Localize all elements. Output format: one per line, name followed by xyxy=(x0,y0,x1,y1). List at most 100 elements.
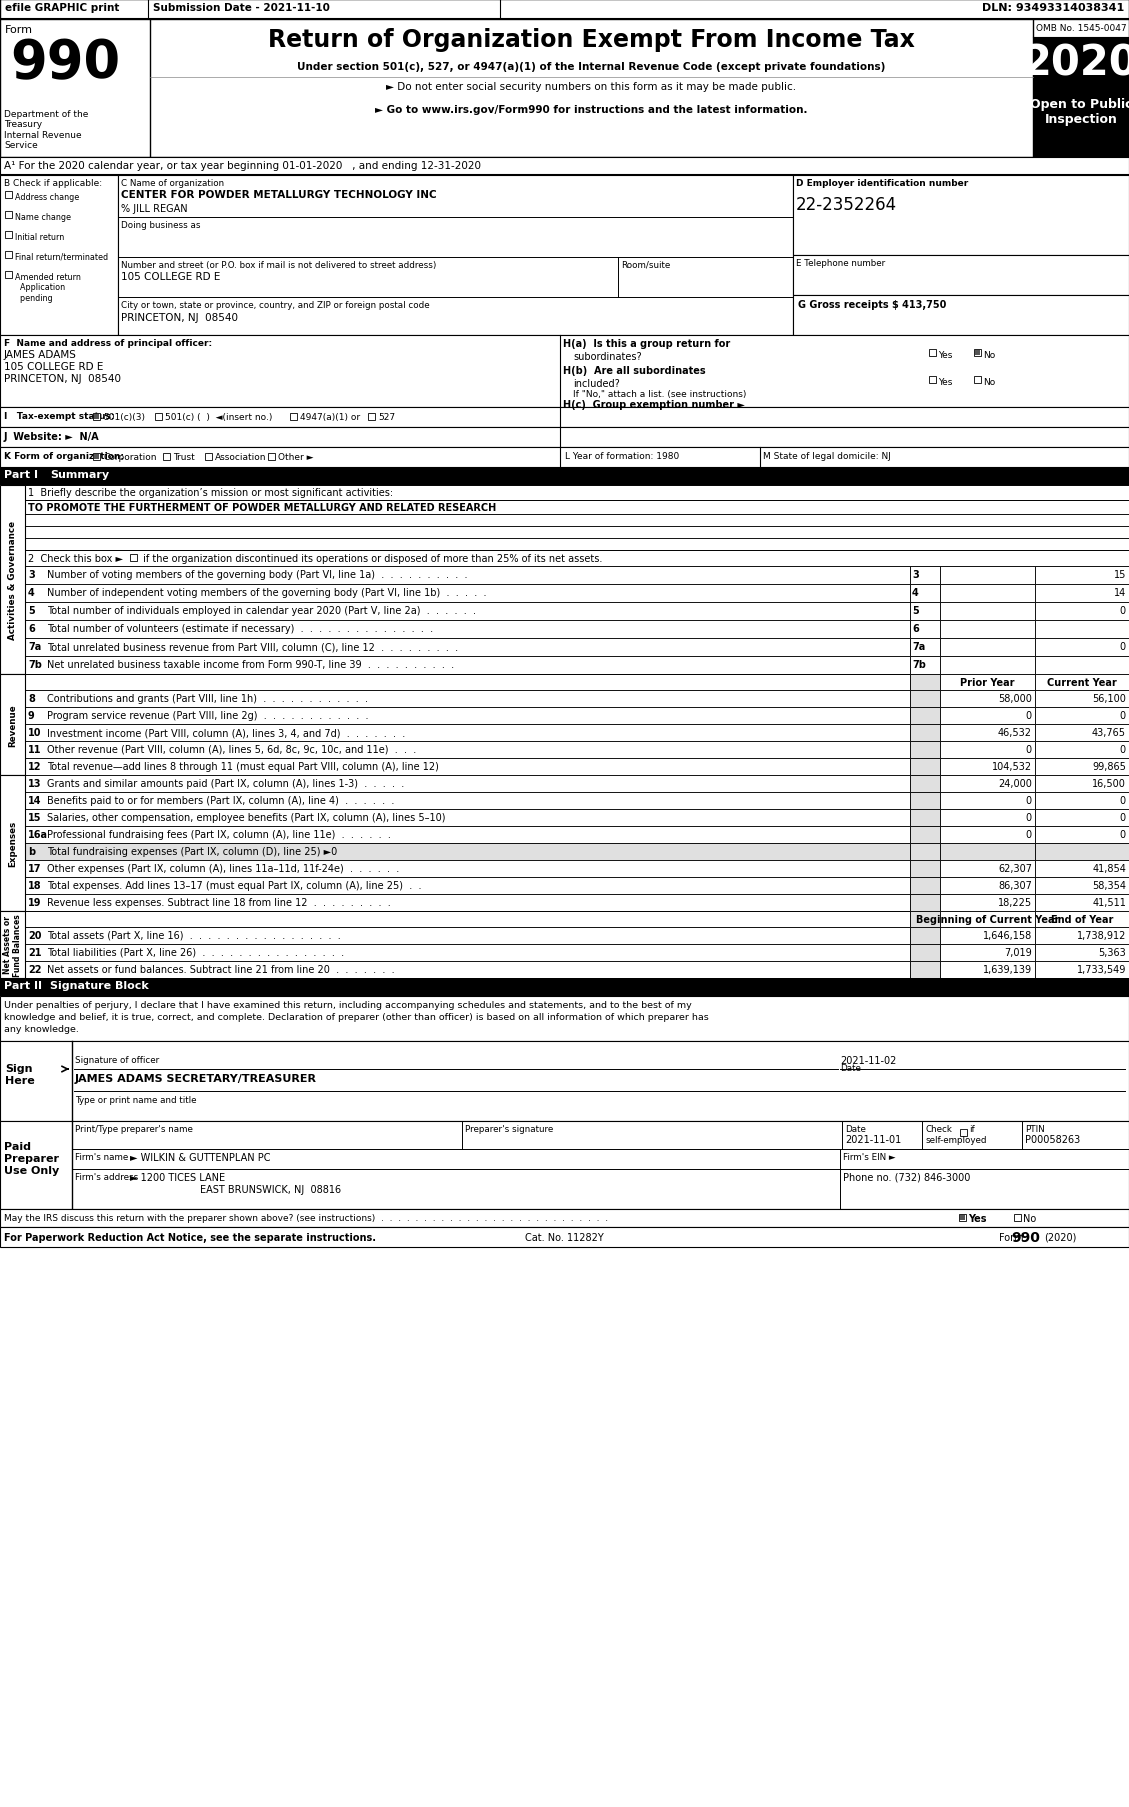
Text: PRINCETON, NJ  08540: PRINCETON, NJ 08540 xyxy=(121,313,238,323)
Text: 0: 0 xyxy=(1026,795,1032,806)
Bar xyxy=(1035,567,1129,585)
Bar xyxy=(1033,20,1129,157)
Bar xyxy=(205,454,212,461)
Text: May the IRS discuss this return with the preparer shown above? (see instructions: May the IRS discuss this return with the… xyxy=(5,1212,609,1222)
Bar xyxy=(910,878,940,894)
Text: 104,532: 104,532 xyxy=(992,761,1032,772)
Bar xyxy=(25,526,1129,538)
Bar xyxy=(940,674,1035,690)
Text: 16,500: 16,500 xyxy=(1092,779,1126,788)
Bar xyxy=(0,1227,1129,1247)
Text: Initial return: Initial return xyxy=(15,233,64,242)
Bar xyxy=(163,454,170,461)
Bar xyxy=(1035,961,1129,978)
Text: 4: 4 xyxy=(28,587,35,598)
Text: ► WILKIN & GUTTENPLAN PC: ► WILKIN & GUTTENPLAN PC xyxy=(130,1153,271,1162)
Text: Net unrelated business taxable income from Form 990-T, line 39  .  .  .  .  .  .: Net unrelated business taxable income fr… xyxy=(47,660,454,670)
Text: Return of Organization Exempt From Income Tax: Return of Organization Exempt From Incom… xyxy=(268,27,914,52)
Bar xyxy=(910,911,940,927)
Bar xyxy=(25,620,910,638)
Bar xyxy=(960,1216,965,1220)
Bar xyxy=(960,1129,968,1137)
Text: Number of independent voting members of the governing body (Part VI, line 1b)  .: Number of independent voting members of … xyxy=(47,587,487,598)
Text: Grants and similar amounts paid (Part IX, column (A), lines 1-3)  .  .  .  .  .: Grants and similar amounts paid (Part IX… xyxy=(47,779,404,788)
Text: Total number of volunteers (estimate if necessary)  .  .  .  .  .  .  .  .  .  .: Total number of volunteers (estimate if … xyxy=(47,623,434,634)
Bar xyxy=(130,555,137,562)
Text: Yes: Yes xyxy=(968,1212,987,1223)
Bar xyxy=(910,638,940,656)
Bar xyxy=(910,567,940,585)
Text: CENTER FOR POWDER METALLURGY TECHNOLOGY INC: CENTER FOR POWDER METALLURGY TECHNOLOGY … xyxy=(121,190,437,201)
Text: Corporation: Corporation xyxy=(103,454,157,463)
Text: 2  Check this box ►: 2 Check this box ► xyxy=(28,553,123,564)
Bar xyxy=(25,945,910,961)
Bar xyxy=(1035,945,1129,961)
Text: Department of the
Treasury
Internal Revenue
Service: Department of the Treasury Internal Reve… xyxy=(5,110,88,150)
Text: 2021-11-02: 2021-11-02 xyxy=(840,1055,896,1066)
Text: b: b xyxy=(28,846,35,857)
Bar xyxy=(25,486,1129,501)
Text: 1  Briefly describe the organization’s mission or most significant activities:: 1 Briefly describe the organization’s mi… xyxy=(28,488,393,497)
Text: M State of legal domicile: NJ: M State of legal domicile: NJ xyxy=(763,452,891,461)
Bar xyxy=(974,378,981,383)
Text: 0: 0 xyxy=(1026,710,1032,721)
Text: J  Website: ►  N/A: J Website: ► N/A xyxy=(5,432,99,441)
Text: 41,854: 41,854 xyxy=(1092,864,1126,873)
Text: C Name of organization: C Name of organization xyxy=(121,179,225,188)
Text: JAMES ADAMS SECRETARY/TREASURER: JAMES ADAMS SECRETARY/TREASURER xyxy=(75,1073,317,1084)
Text: 0: 0 xyxy=(1120,605,1126,616)
Bar xyxy=(793,257,1129,296)
Text: 16a: 16a xyxy=(28,829,49,840)
Text: Preparer's signature: Preparer's signature xyxy=(465,1124,553,1133)
Bar xyxy=(910,674,940,690)
Text: Firm's name: Firm's name xyxy=(75,1153,129,1162)
Bar xyxy=(93,454,100,461)
Text: Revenue: Revenue xyxy=(8,703,17,746)
Bar xyxy=(793,175,1129,257)
Bar xyxy=(0,20,150,157)
Text: 0: 0 xyxy=(1120,813,1126,822)
Text: 105 COLLEGE RD E: 105 COLLEGE RD E xyxy=(5,361,104,372)
Text: 501(c)(3): 501(c)(3) xyxy=(103,412,145,421)
Bar xyxy=(940,708,1035,725)
Text: No: No xyxy=(983,351,996,360)
Bar xyxy=(1035,844,1129,860)
Text: Benefits paid to or for members (Part IX, column (A), line 4)  .  .  .  .  .  .: Benefits paid to or for members (Part IX… xyxy=(47,795,394,806)
Text: 0: 0 xyxy=(1120,829,1126,840)
Text: ► 1200 TICES LANE: ► 1200 TICES LANE xyxy=(130,1173,225,1182)
Text: Type or print name and title: Type or print name and title xyxy=(75,1095,196,1104)
Text: OMB No. 1545-0047: OMB No. 1545-0047 xyxy=(1036,23,1127,33)
Bar xyxy=(0,674,25,775)
Text: 5: 5 xyxy=(912,605,919,616)
Text: 4947(a)(1) or: 4947(a)(1) or xyxy=(300,412,360,421)
Text: Form: Form xyxy=(999,1232,1024,1243)
Bar xyxy=(119,175,793,336)
Text: Part I: Part I xyxy=(5,470,38,479)
Bar xyxy=(25,515,1129,526)
Bar xyxy=(1035,725,1129,741)
Text: Total liabilities (Part X, line 26)  .  .  .  .  .  .  .  .  .  .  .  .  .  .  .: Total liabilities (Part X, line 26) . . … xyxy=(47,947,344,958)
Text: 11: 11 xyxy=(28,744,42,755)
Text: 14: 14 xyxy=(28,795,42,806)
Text: B Check if applicable:: B Check if applicable: xyxy=(5,179,102,188)
Text: Professional fundraising fees (Part IX, column (A), line 11e)  .  .  .  .  .  .: Professional fundraising fees (Part IX, … xyxy=(47,829,391,840)
Text: 86,307: 86,307 xyxy=(998,880,1032,891)
Text: Association: Association xyxy=(215,454,266,463)
Text: 14: 14 xyxy=(1113,587,1126,598)
Text: 46,532: 46,532 xyxy=(998,728,1032,737)
Text: Prior Year: Prior Year xyxy=(961,678,1015,688)
Text: Beginning of Current Year: Beginning of Current Year xyxy=(916,914,1059,925)
Bar xyxy=(25,894,910,911)
Text: subordinates?: subordinates? xyxy=(574,352,641,361)
Text: 12: 12 xyxy=(28,761,42,772)
Bar xyxy=(940,567,1035,585)
Text: Name change: Name change xyxy=(15,213,71,222)
Bar xyxy=(910,620,940,638)
Bar xyxy=(1035,708,1129,725)
Bar xyxy=(940,878,1035,894)
Bar xyxy=(910,690,940,708)
Text: 0: 0 xyxy=(1120,710,1126,721)
Text: any knowledge.: any knowledge. xyxy=(5,1025,79,1034)
Bar xyxy=(940,585,1035,604)
Text: 105 COLLEGE RD E: 105 COLLEGE RD E xyxy=(121,271,220,282)
